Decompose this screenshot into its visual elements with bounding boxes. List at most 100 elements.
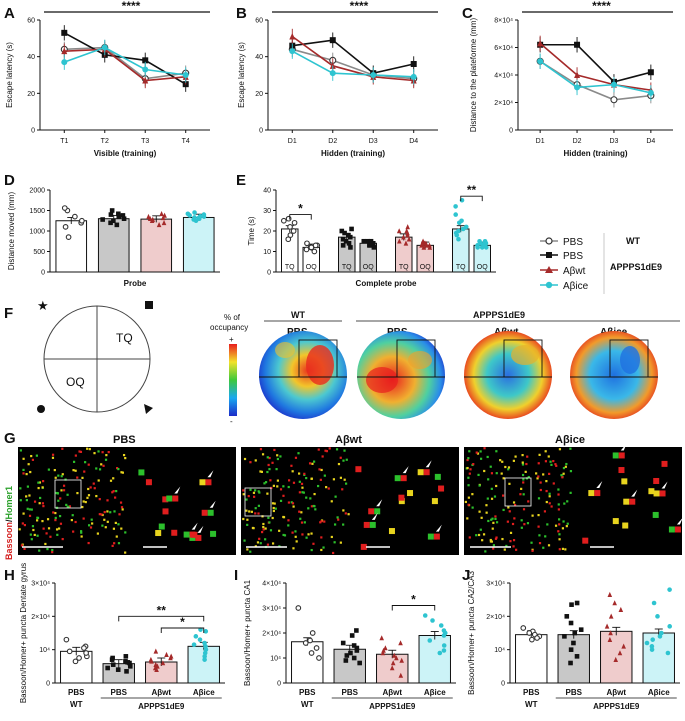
punctum xyxy=(502,508,505,512)
punctum xyxy=(548,502,551,505)
data-point-circle xyxy=(307,637,313,644)
punctum xyxy=(490,487,493,490)
punctum xyxy=(68,505,71,508)
data-point-square xyxy=(568,620,574,626)
punctum xyxy=(291,502,295,505)
data-point-triangle xyxy=(618,606,624,612)
punctum xyxy=(521,461,524,464)
punctum xyxy=(87,463,90,466)
punctum xyxy=(36,534,39,537)
data-point-circle xyxy=(72,658,79,665)
punctum xyxy=(102,464,105,467)
punctum xyxy=(562,520,565,523)
data-point-square xyxy=(568,660,573,666)
punctum xyxy=(121,508,124,511)
punctum xyxy=(300,521,304,524)
panel-g: G Bassoon/Homer1 PBS Aβwt Aβice xyxy=(4,430,683,560)
punctum xyxy=(38,481,42,484)
data-point-square xyxy=(351,655,357,661)
punctum xyxy=(267,516,270,519)
punctum xyxy=(28,514,32,517)
data-point-circle xyxy=(665,650,671,656)
heatmap-group-app: APPPS1dE9 xyxy=(473,310,525,320)
data-point-circle xyxy=(65,234,72,240)
y-tick-label: 20 xyxy=(263,229,271,236)
punctum xyxy=(266,492,269,495)
punctum xyxy=(287,524,290,527)
punctum xyxy=(59,497,62,500)
data-point-square xyxy=(115,667,121,672)
data-point-circle xyxy=(370,72,377,78)
punctum xyxy=(66,493,69,496)
punctum xyxy=(266,470,269,474)
punctum xyxy=(542,546,545,549)
punctum xyxy=(92,482,95,485)
punctum xyxy=(299,517,302,520)
punctum xyxy=(245,509,248,512)
data-point-circle xyxy=(483,245,489,250)
punctum xyxy=(513,503,517,507)
punctum xyxy=(501,460,504,463)
y-tick-label: 0 xyxy=(509,128,513,135)
x-axis-label: Complete probe xyxy=(356,279,417,288)
punctum xyxy=(46,518,50,521)
punctum-zoom xyxy=(652,511,659,518)
data-point-triangle xyxy=(613,656,619,662)
y-tick-label: 40 xyxy=(27,54,35,61)
punctum-zoom xyxy=(199,479,206,486)
punctum xyxy=(550,463,553,466)
punctum xyxy=(487,478,490,481)
x-axis-label: Probe xyxy=(124,279,147,288)
arrowhead-icon xyxy=(435,524,442,532)
punctum xyxy=(120,471,123,474)
punctum xyxy=(546,523,549,526)
data-point-triangle xyxy=(383,645,388,651)
punctum xyxy=(86,447,89,450)
punctum xyxy=(79,450,83,454)
data-point-circle xyxy=(291,219,298,226)
x-tick-label: OQ xyxy=(477,264,488,271)
punctum xyxy=(515,548,518,551)
punctum xyxy=(511,522,515,526)
significance-label: ** xyxy=(157,603,167,617)
punctum-zoom xyxy=(623,498,630,505)
data-point-triangle xyxy=(403,240,409,246)
punctum xyxy=(272,484,275,487)
punctum xyxy=(93,487,96,490)
punctum xyxy=(545,489,548,493)
punctum xyxy=(264,481,268,484)
group-label-wt: WT xyxy=(70,700,83,709)
punctum xyxy=(25,495,28,498)
punctum xyxy=(330,500,333,503)
punctum-zoom xyxy=(612,452,619,459)
data-point-triangle xyxy=(397,238,402,244)
punctum xyxy=(535,472,538,475)
punctum xyxy=(51,548,54,552)
punctum xyxy=(58,514,62,518)
data-point-circle xyxy=(290,228,297,234)
data-point-circle xyxy=(520,625,527,631)
punctum xyxy=(81,476,84,479)
punctum xyxy=(84,500,87,504)
punctum xyxy=(97,450,100,453)
punctum xyxy=(297,452,300,455)
punctum xyxy=(320,536,323,539)
punctum xyxy=(70,518,73,522)
punctum xyxy=(101,513,104,517)
punctum-zoom xyxy=(369,521,376,528)
punctum xyxy=(46,547,49,551)
legend-label-abwt: Aβwt xyxy=(563,266,586,277)
punctum xyxy=(569,491,572,494)
punctum xyxy=(305,496,308,499)
punctum xyxy=(294,530,297,533)
punctum xyxy=(74,469,77,472)
data-point-circle xyxy=(202,657,207,662)
arrowhead-icon xyxy=(631,489,638,497)
punctum xyxy=(478,510,481,513)
arrowhead-icon xyxy=(620,443,627,451)
y-tick-label: 1500 xyxy=(29,208,45,215)
data-point-circle xyxy=(61,205,68,211)
punctum xyxy=(307,507,310,510)
punctum xyxy=(80,535,83,538)
x-tick-label: OQ xyxy=(363,264,374,271)
